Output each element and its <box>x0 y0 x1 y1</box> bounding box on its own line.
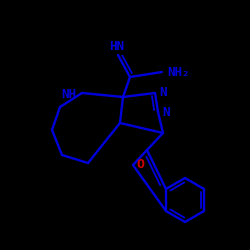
Text: N: N <box>159 86 167 100</box>
Text: NH: NH <box>61 88 76 102</box>
Text: O: O <box>136 158 144 172</box>
Text: NH₂: NH₂ <box>167 66 190 78</box>
Text: N: N <box>162 106 170 120</box>
Text: HN: HN <box>110 40 124 53</box>
